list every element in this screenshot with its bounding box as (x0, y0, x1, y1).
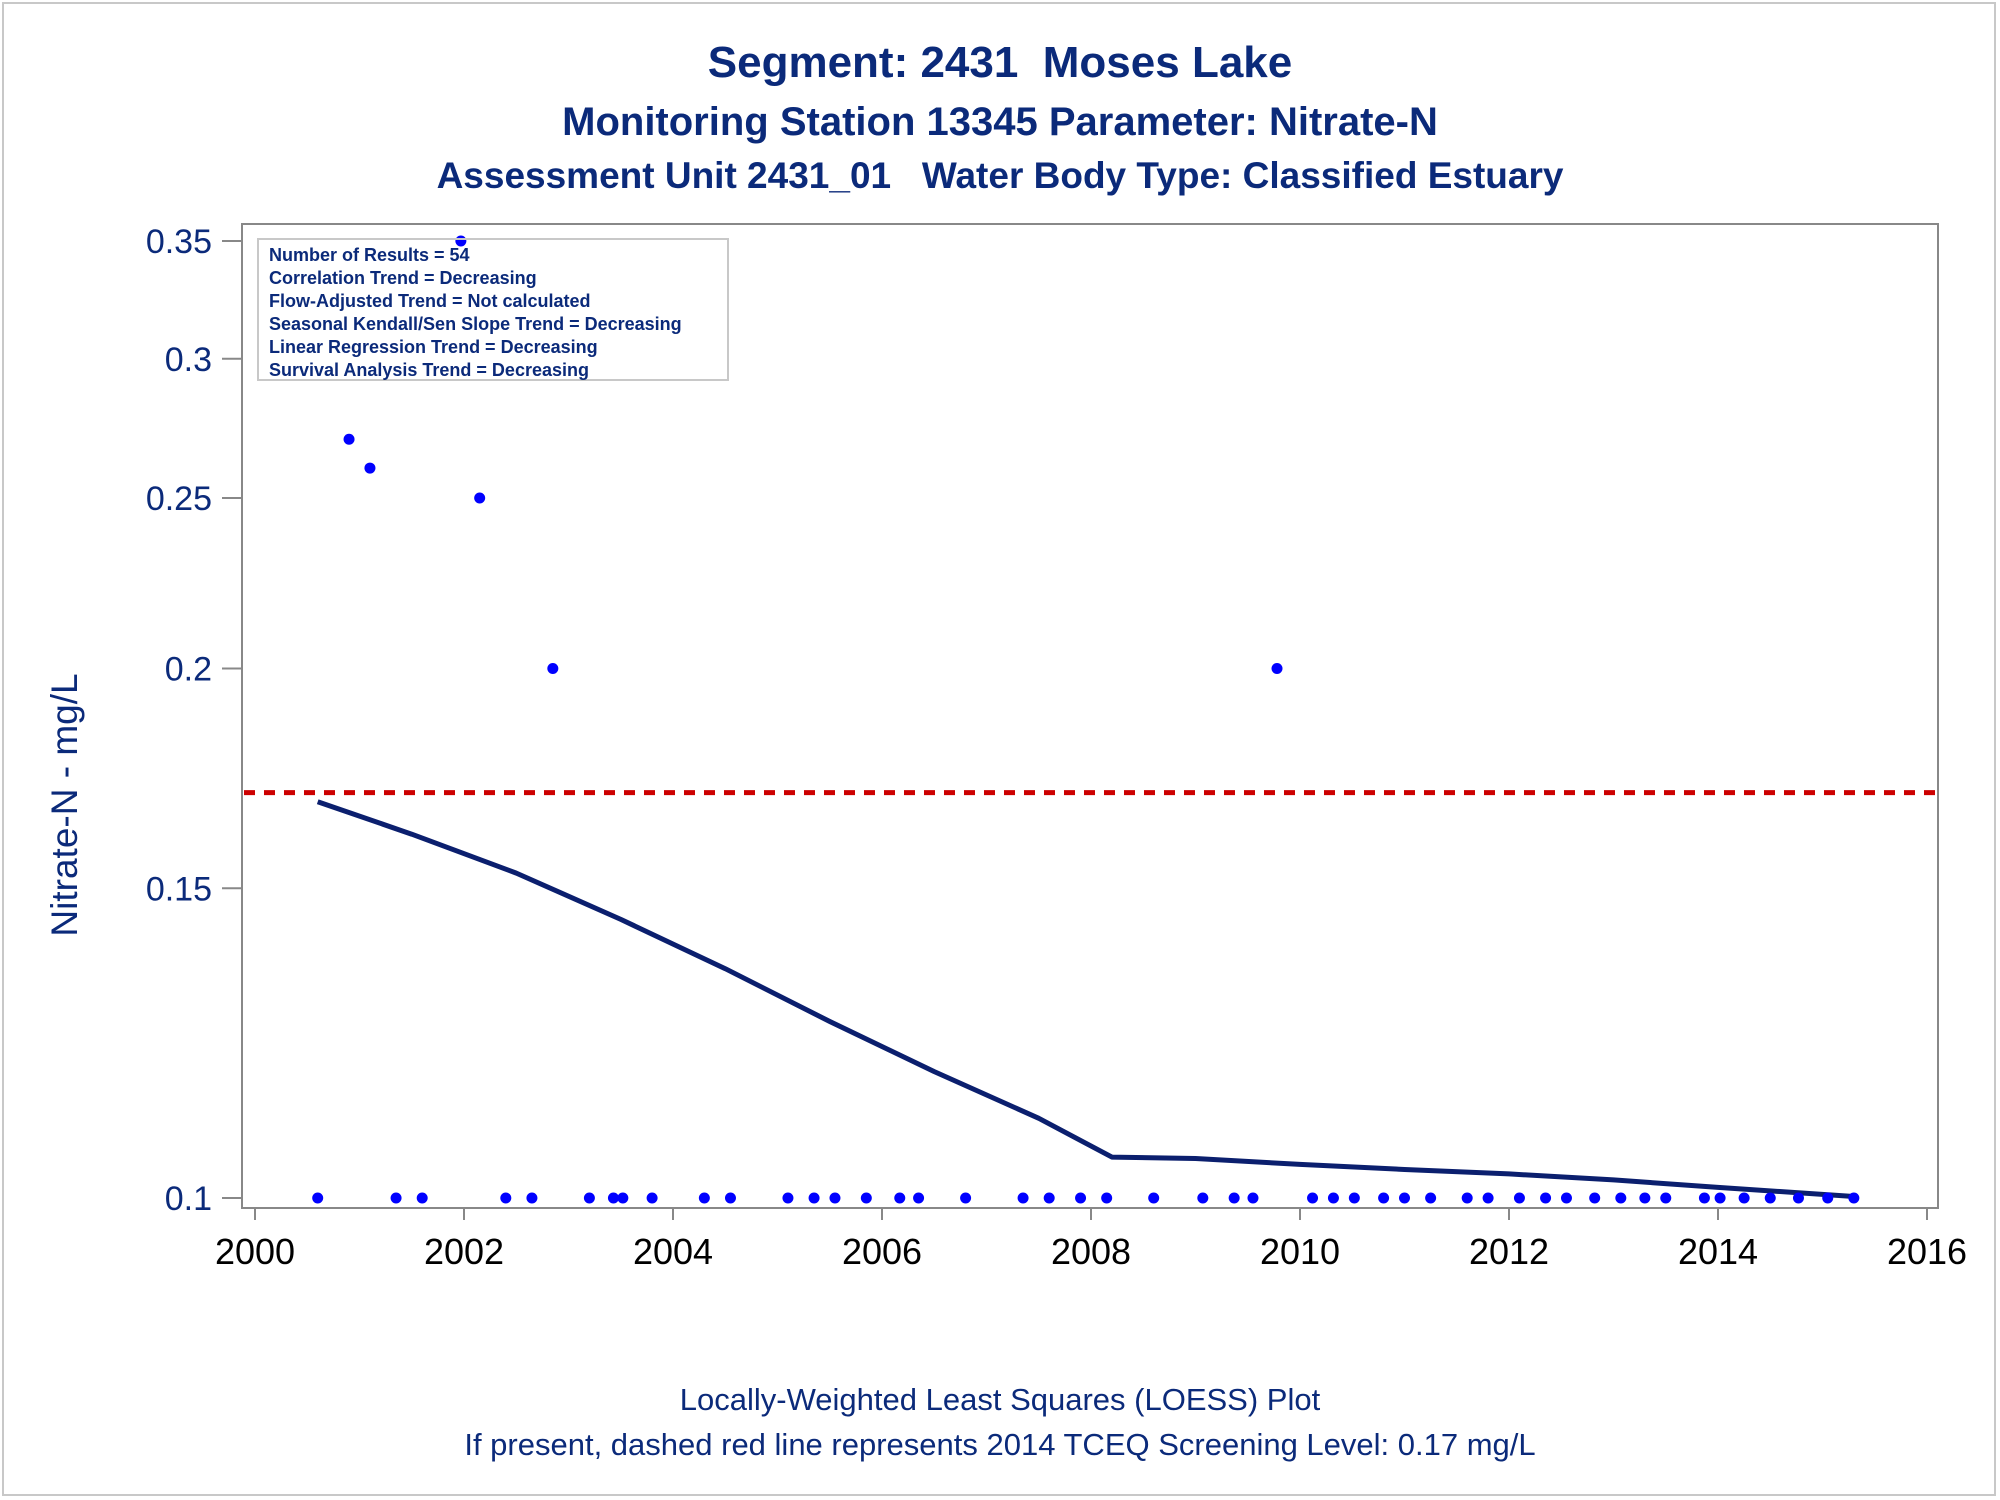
data-point (1560, 1192, 1572, 1204)
data-point (1271, 662, 1283, 674)
y-tick-label: 0.3 (165, 341, 212, 379)
data-point (698, 1192, 710, 1204)
x-tick-label: 2012 (1469, 1231, 1549, 1272)
data-point (646, 1192, 658, 1204)
axes-layer: 2000 2002 2004 2006 2008 2010 2012 2014 2016 0.1 0… (146, 223, 1967, 1272)
stats-box-line: Flow-Adjusted Trend = Not calculated (269, 291, 591, 311)
y-tick-label: 0.2 (165, 650, 212, 688)
chart-subtitle-station: Monitoring Station 13345 Parameter: Nitr… (562, 100, 1438, 144)
stats-box-line: Survival Analysis Trend = Decreasing (269, 360, 589, 380)
data-point (1247, 1192, 1259, 1204)
data-point (829, 1192, 841, 1204)
data-point (312, 1192, 324, 1204)
data-point (1822, 1192, 1834, 1204)
x-tick-label: 2006 (842, 1231, 922, 1272)
data-point (1589, 1192, 1601, 1204)
data-point (1698, 1192, 1710, 1204)
loess-line (316, 799, 1854, 1199)
stats-box-layer: Number of Results = 54 Correlation Trend … (257, 238, 729, 381)
x-tick-label: 2004 (633, 1231, 713, 1272)
chart-subtitle-assessment: Assessment Unit 2431_01 Water Body Type:… (436, 155, 1564, 196)
data-point (1043, 1192, 1055, 1204)
data-point (808, 1192, 820, 1204)
footnote-screening: If present, dashed red line represents 2… (464, 1427, 1536, 1462)
x-tick-label: 2010 (1260, 1231, 1340, 1272)
data-point (724, 1192, 736, 1204)
y-tick-label: 0.1 (165, 1180, 212, 1218)
data-point (390, 1192, 402, 1204)
x-tick-label: 2000 (215, 1231, 295, 1272)
data-point (547, 662, 559, 674)
y-tick-label: 0.15 (146, 870, 212, 908)
data-point (1764, 1192, 1776, 1204)
data-point (617, 1192, 629, 1204)
data-point (1327, 1192, 1339, 1204)
stats-box-line: Linear Regression Trend = Decreasing (269, 337, 598, 357)
stats-box (257, 238, 729, 381)
stats-box-line: Number of Results = 54 (269, 245, 470, 265)
data-point (1378, 1192, 1390, 1204)
y-tick-label: 0.35 (146, 223, 212, 261)
data-point (782, 1192, 794, 1204)
chart-title: Segment: 2431 Moses Lake (707, 38, 1293, 87)
data-point (1738, 1192, 1750, 1204)
data-point (1639, 1192, 1651, 1204)
data-point (1075, 1192, 1087, 1204)
data-point (1540, 1192, 1552, 1204)
data-point (1228, 1192, 1240, 1204)
data-point (860, 1192, 872, 1204)
x-tick-label: 2014 (1678, 1231, 1758, 1272)
data-point (1425, 1192, 1437, 1204)
data-point (1017, 1192, 1029, 1204)
x-tick-label: 2008 (1051, 1231, 1131, 1272)
data-point (1307, 1192, 1319, 1204)
data-point (1792, 1192, 1804, 1204)
stats-box-line: Seasonal Kendall/Sen Slope Trend = Decre… (269, 314, 682, 334)
data-point (913, 1192, 925, 1204)
data-point (583, 1192, 595, 1204)
data-point (500, 1192, 512, 1204)
data-point (343, 433, 355, 445)
data-point (416, 1192, 428, 1204)
data-point (1148, 1192, 1160, 1204)
data-point (1399, 1192, 1410, 1204)
x-tick-label: 2002 (424, 1231, 504, 1272)
data-point (1197, 1192, 1209, 1204)
data-point (1714, 1192, 1726, 1204)
y-tick-label: 0.25 (146, 480, 212, 518)
x-tick-label: 2016 (1887, 1231, 1967, 1272)
data-point (1482, 1192, 1494, 1204)
data-point (1848, 1192, 1860, 1204)
data-point (1513, 1192, 1525, 1204)
data-point (364, 462, 376, 474)
data-point (526, 1192, 538, 1204)
data-point (1615, 1192, 1627, 1204)
data-point (894, 1192, 906, 1204)
data-point (960, 1192, 972, 1204)
data-point (1660, 1192, 1672, 1204)
data-point (1461, 1192, 1473, 1204)
footnote-loess: Locally-Weighted Least Squares (LOESS) P… (679, 1382, 1321, 1417)
data-point (474, 492, 486, 504)
data-point (607, 1192, 619, 1204)
data-point (1101, 1192, 1113, 1204)
data-point (1348, 1192, 1360, 1204)
y-axis-label: Nitrate-N - mg/L (44, 673, 85, 936)
plot-layer (244, 235, 1936, 1204)
stats-box-line: Correlation Trend = Decreasing (269, 268, 537, 288)
